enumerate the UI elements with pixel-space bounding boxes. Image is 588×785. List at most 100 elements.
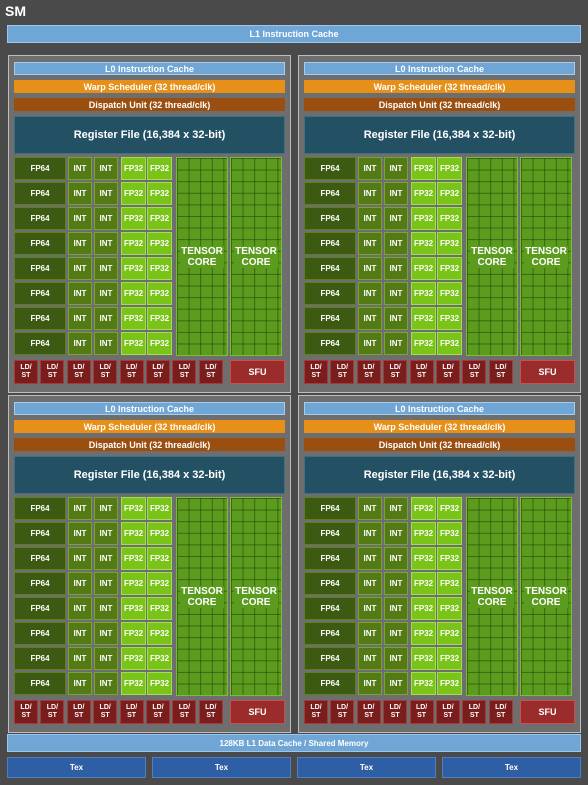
int-unit: INT (68, 207, 92, 230)
ld-st-unit: LD/ST (198, 360, 223, 384)
fp32-unit: FP32 (411, 207, 436, 230)
int-unit: INT (94, 207, 118, 230)
fp32-unit: FP32 (147, 232, 172, 255)
tensor-core-label: TENSOR CORE (180, 585, 224, 608)
fp32-unit: FP32 (437, 547, 462, 570)
register-file: Register File (16,384 x 32-bit) (304, 456, 575, 494)
int-unit: INT (94, 572, 118, 595)
sm-title: SM (5, 3, 26, 19)
l0-instruction-cache: L0 Instruction Cache (14, 62, 285, 75)
fp32-unit: FP32 (147, 282, 172, 305)
fp32-unit: FP32 (121, 622, 146, 645)
ld-st-unit: LD/ST (488, 700, 513, 724)
int-unit: INT (358, 157, 382, 180)
dispatch-unit: Dispatch Unit (32 thread/clk) (304, 98, 575, 111)
int-unit: INT (384, 547, 408, 570)
fp32-unit: FP32 (411, 257, 436, 280)
fp64-unit: FP64 (304, 547, 356, 570)
l1-instruction-cache: L1 Instruction Cache (7, 25, 581, 43)
tensor-core-label: TENSOR CORE (524, 585, 568, 608)
fp64-unit: FP64 (14, 597, 66, 620)
fp64-unit: FP64 (304, 597, 356, 620)
tensor-core: TENSOR CORE (520, 497, 572, 696)
fp32-unit: FP32 (147, 547, 172, 570)
fp32-unit: FP32 (121, 257, 146, 280)
fp32-unit: FP32 (121, 522, 146, 545)
fp32-unit: FP32 (121, 597, 146, 620)
fp32-unit: FP32 (121, 207, 146, 230)
fp32-unit: FP32 (147, 257, 172, 280)
ld-st-unit: LD/ST (330, 360, 355, 384)
l1-data-cache-shared-memory: 128KB L1 Data Cache / Shared Memory (7, 734, 581, 752)
ld-st-unit: LD/ST (198, 700, 223, 724)
l0-instruction-cache: L0 Instruction Cache (304, 402, 575, 415)
ld-st-unit: LD/ST (436, 700, 460, 724)
int-unit: INT (358, 647, 382, 670)
tensor-core: TENSOR CORE (230, 497, 282, 696)
int-unit: INT (384, 597, 408, 620)
int-unit: INT (68, 497, 92, 520)
int-unit: INT (94, 672, 118, 695)
fp32-unit: FP32 (121, 182, 146, 205)
fp64-unit: FP64 (304, 647, 356, 670)
ld-st-unit: LD/ST (66, 700, 91, 724)
fp32-unit: FP32 (121, 572, 146, 595)
int-unit: INT (68, 157, 92, 180)
l0-instruction-cache: L0 Instruction Cache (14, 402, 285, 415)
fp64-unit: FP64 (14, 232, 66, 255)
int-unit: INT (384, 182, 408, 205)
fp64-unit: FP64 (304, 622, 356, 645)
int-unit: INT (358, 207, 382, 230)
fp32-unit: FP32 (121, 647, 146, 670)
fp32-unit: FP32 (147, 522, 172, 545)
fp32-unit: FP32 (437, 157, 462, 180)
fp32-unit: FP32 (121, 497, 146, 520)
fp32-unit: FP32 (121, 672, 146, 695)
tensor-core-label: TENSOR CORE (180, 245, 224, 268)
ld-st-unit: LD/ST (304, 700, 328, 724)
fp64-unit: FP64 (304, 157, 356, 180)
tex-unit: Tex (152, 757, 291, 778)
int-unit: INT (384, 332, 408, 355)
fp32-unit: FP32 (437, 282, 462, 305)
ld-st-unit: LD/ST (409, 360, 434, 384)
processing-block-1: L0 Instruction Cache Warp Scheduler (32 t… (8, 55, 291, 393)
int-unit: INT (68, 257, 92, 280)
fp32-unit: FP32 (147, 157, 172, 180)
fp64-unit: FP64 (304, 497, 356, 520)
int-unit: INT (384, 257, 408, 280)
tensor-core: TENSOR CORE (520, 157, 572, 356)
int-unit: INT (94, 182, 118, 205)
fp32-unit: FP32 (121, 307, 146, 330)
int-unit: INT (358, 282, 382, 305)
fp32-unit: FP32 (147, 307, 172, 330)
fp32-unit: FP32 (437, 232, 462, 255)
fp32-unit: FP32 (411, 282, 436, 305)
int-unit: INT (358, 497, 382, 520)
fp32-unit: FP32 (437, 672, 462, 695)
int-unit: INT (94, 622, 118, 645)
fp64-unit: FP64 (14, 547, 66, 570)
fp32-unit: FP32 (147, 182, 172, 205)
int-unit: INT (68, 282, 92, 305)
fp64-unit: FP64 (304, 307, 356, 330)
fp32-unit: FP32 (411, 332, 436, 355)
fp32-unit: FP32 (121, 157, 146, 180)
fp64-unit: FP64 (14, 647, 66, 670)
int-unit: INT (384, 522, 408, 545)
fp32-unit: FP32 (411, 547, 436, 570)
fp64-unit: FP64 (14, 307, 66, 330)
fp32-unit: FP32 (147, 597, 172, 620)
fp32-unit: FP32 (437, 207, 462, 230)
fp32-unit: FP32 (147, 207, 172, 230)
int-unit: INT (94, 307, 118, 330)
fp32-unit: FP32 (411, 672, 436, 695)
fp64-unit: FP64 (14, 182, 66, 205)
ld-st-unit: LD/ST (330, 700, 355, 724)
fp64-unit: FP64 (14, 497, 66, 520)
int-unit: INT (358, 672, 382, 695)
fp32-unit: FP32 (147, 497, 172, 520)
fp32-unit: FP32 (437, 647, 462, 670)
warp-scheduler: Warp Scheduler (32 thread/clk) (14, 420, 285, 433)
tensor-core: TENSOR CORE (176, 157, 228, 356)
